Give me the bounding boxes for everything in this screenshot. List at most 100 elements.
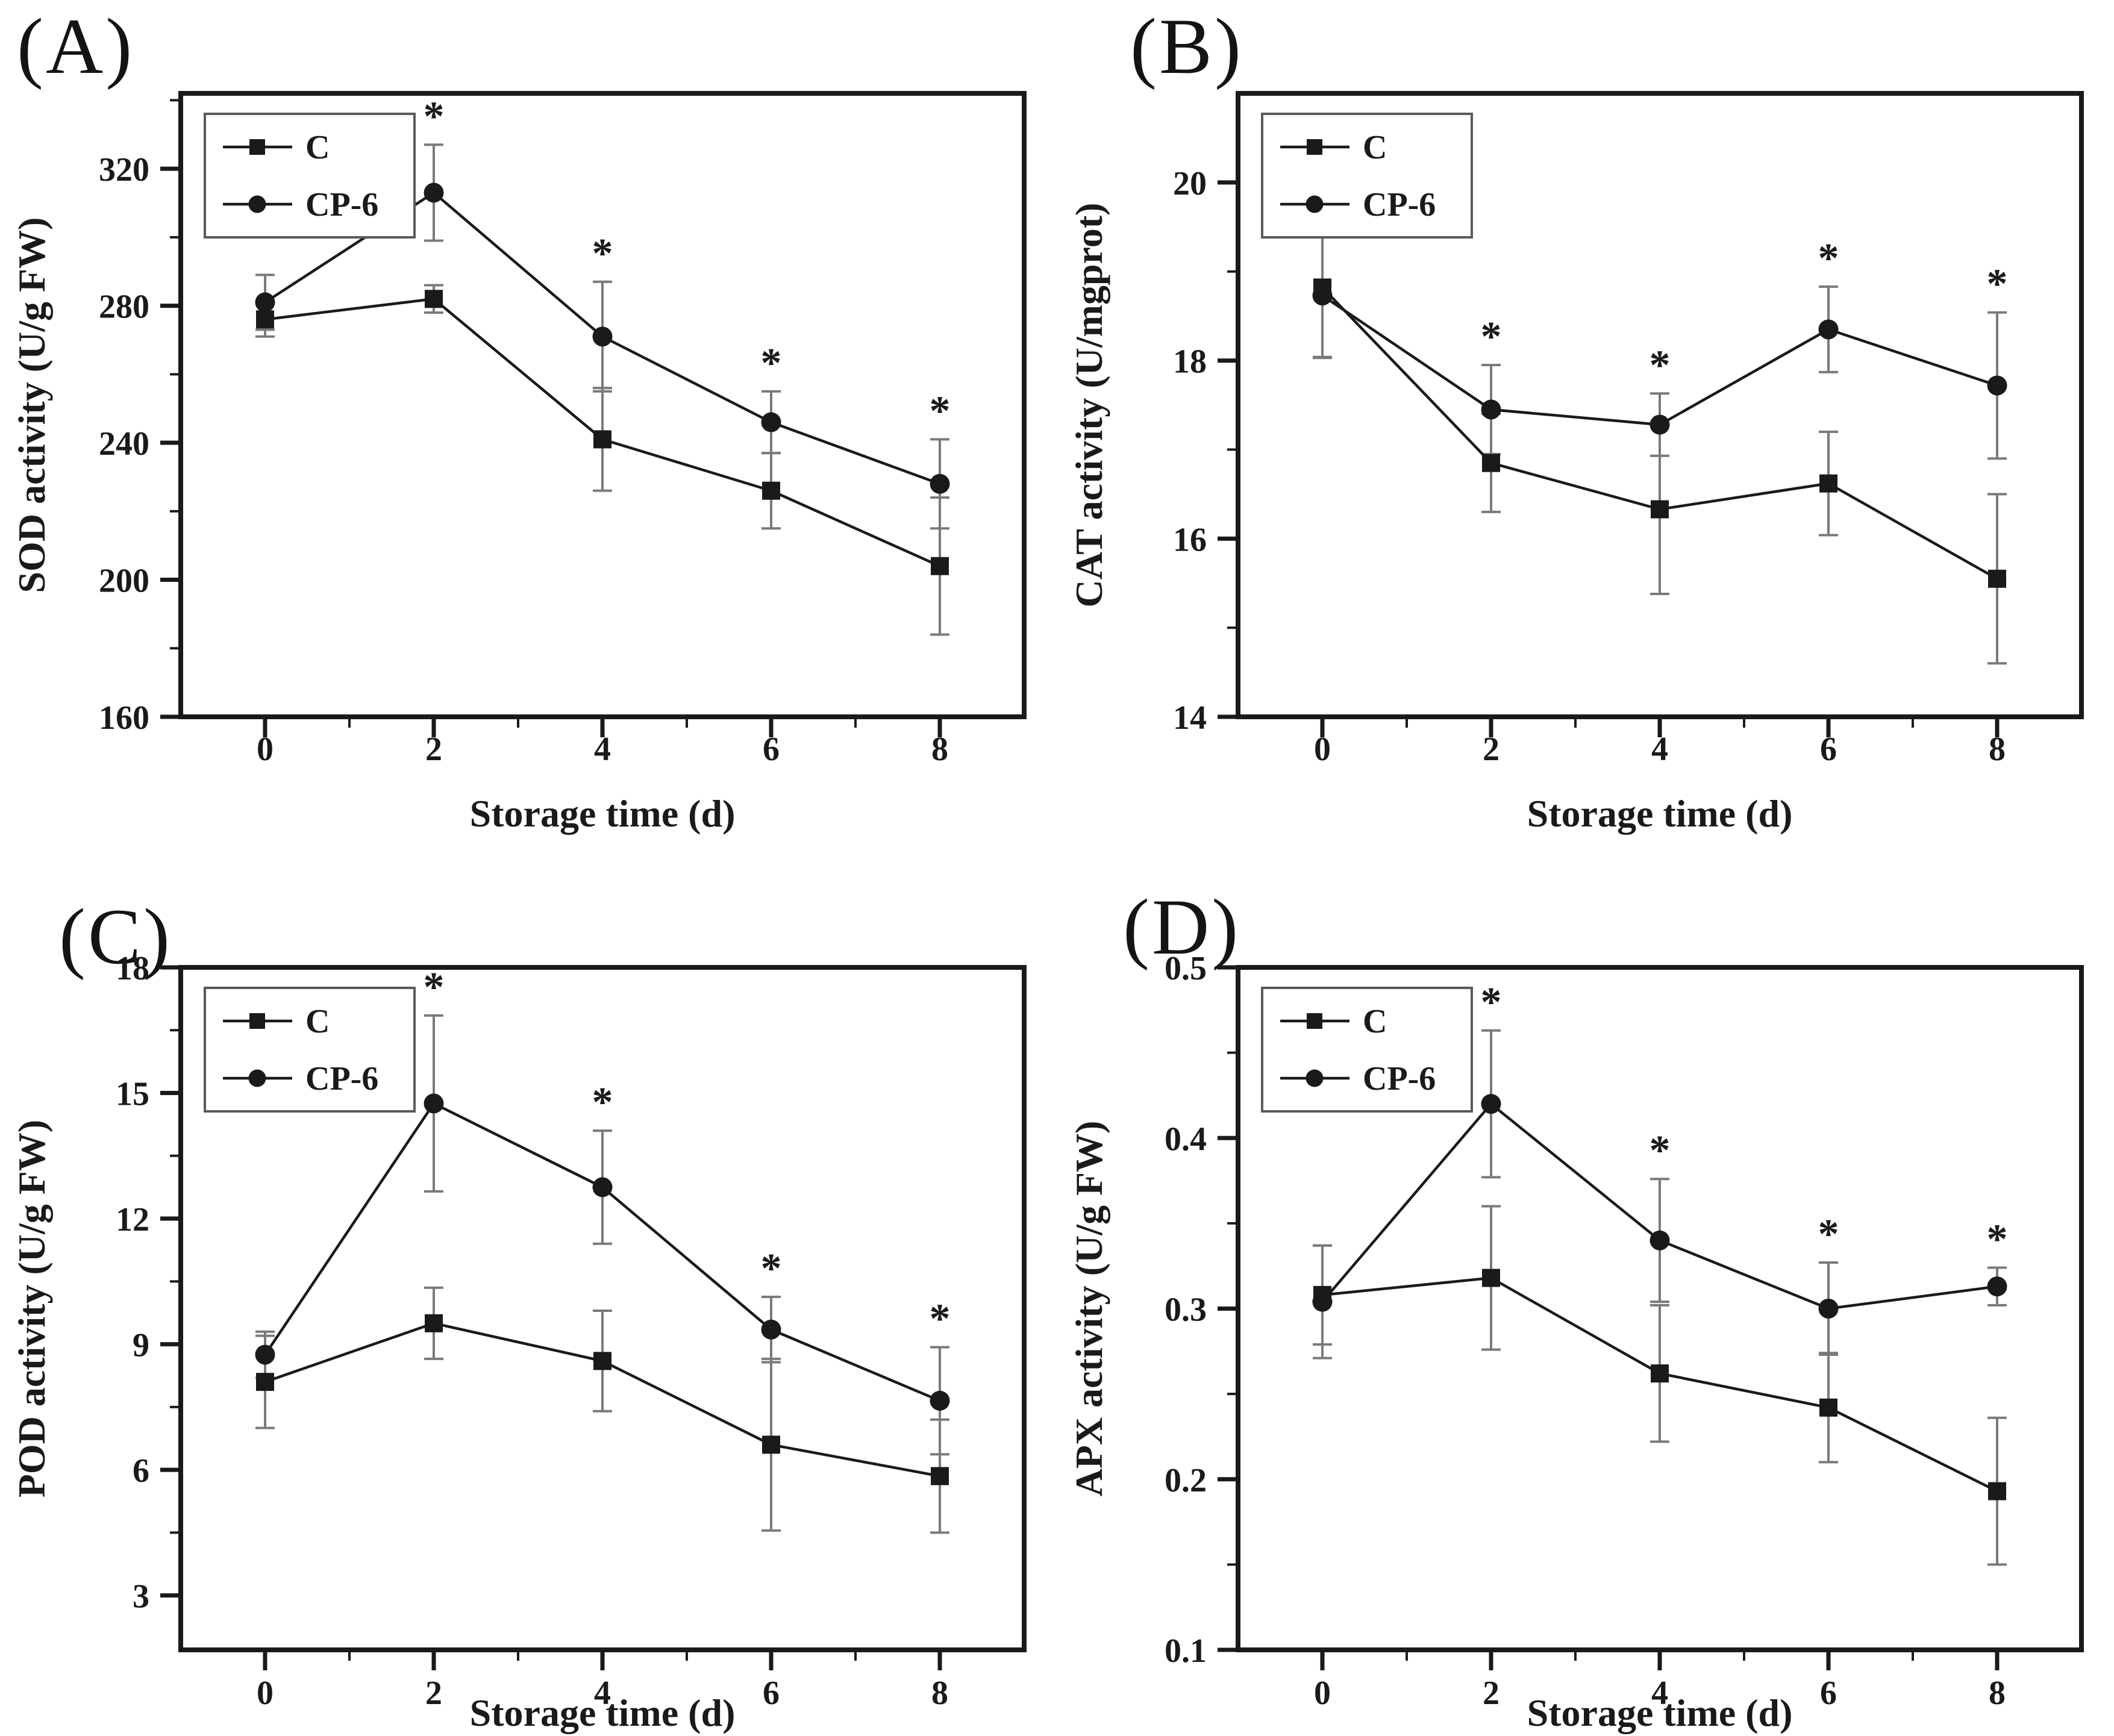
x-tick-label: 2 — [1483, 731, 1500, 768]
plot-frame — [178, 965, 1027, 1652]
x-tick-label: 4 — [1651, 731, 1668, 768]
legend-label: C — [305, 1003, 330, 1040]
y-tick-label: 280 — [99, 289, 149, 326]
y-tick-label: 320 — [99, 151, 149, 189]
x-tick-label: 0 — [1314, 731, 1331, 768]
square-marker — [593, 430, 611, 449]
circle-marker — [1987, 375, 2007, 396]
significance-markers: * * * * — [424, 964, 951, 1343]
series-CP-6 — [1312, 1094, 2007, 1319]
y-axis-title: SOD activity (U/g FW) — [10, 217, 53, 593]
significance-markers: * * * * — [424, 93, 951, 434]
significance-asterisk: * — [1481, 314, 1502, 360]
y-axis-title: POD activity (U/g FW) — [10, 1120, 53, 1497]
y-tick-label: 9 — [133, 1327, 149, 1364]
y-tick-label: 3 — [133, 1578, 149, 1616]
y-tick-label: 200 — [99, 563, 149, 600]
sod-activity-chart: 160 200 240 280 320 0 2 4 6 8 Storage time (d) SOD … — [10, 91, 1027, 835]
y-tick-label: 160 — [99, 699, 149, 737]
x-tick-label: 6 — [763, 731, 780, 768]
x-tick-label: 2 — [1483, 1675, 1500, 1712]
series-C — [256, 1314, 949, 1485]
square-marker — [1988, 1482, 2006, 1500]
y-axis-title: APX activity (U/g FW) — [1068, 1121, 1110, 1497]
legend-box — [204, 987, 416, 1113]
circle-marker — [1818, 319, 1839, 340]
circle-marker — [1650, 1230, 1670, 1250]
legend-label: C — [305, 129, 330, 166]
legend-circle-marker — [248, 195, 266, 213]
y-tick-label: 15 — [116, 1076, 149, 1113]
y-tick-label: 14 — [1173, 699, 1207, 737]
square-marker — [425, 1314, 443, 1332]
x-tick-label: 6 — [1820, 731, 1837, 768]
x-tick-label: 2 — [425, 731, 442, 768]
significance-asterisk: * — [930, 388, 951, 434]
legend-box — [1261, 113, 1473, 239]
x-axis-title: Storage time (d) — [470, 792, 736, 835]
significance-asterisk: * — [592, 231, 613, 277]
circle-marker — [1312, 286, 1333, 306]
significance-asterisk: * — [1650, 342, 1671, 389]
axes: 3 6 9 12 15 18 0 2 4 6 8 — [116, 950, 948, 1712]
circle-marker — [761, 1319, 781, 1340]
square-marker — [256, 310, 274, 329]
y-axis-title: CAT activity (U/mgprot) — [1068, 203, 1110, 608]
y-tick-label: 0.1 — [1165, 1632, 1207, 1670]
significance-asterisk: * — [1818, 236, 1839, 282]
x-tick-label: 4 — [1651, 1675, 1668, 1712]
circle-marker — [930, 473, 950, 494]
cat-activity-chart: 14 16 18 20 0 2 4 6 8 Storage time (d) CAT activit… — [1068, 91, 2084, 835]
legend-label: C — [1363, 129, 1387, 166]
legend-label: CP-6 — [1363, 186, 1436, 223]
error-bars — [1313, 217, 2007, 665]
square-marker — [593, 1352, 611, 1370]
significance-asterisk: * — [1650, 1128, 1671, 1174]
legend-label: CP-6 — [1363, 1060, 1436, 1097]
square-marker — [1482, 454, 1500, 472]
legend: C CP-6 — [204, 113, 416, 239]
circle-marker — [930, 1390, 950, 1411]
x-tick-label: 8 — [931, 731, 948, 768]
y-tick-label: 20 — [1173, 165, 1207, 202]
significance-asterisk: * — [592, 1079, 613, 1126]
square-marker — [1651, 500, 1669, 519]
square-marker — [762, 1435, 780, 1454]
significance-asterisk: * — [761, 340, 782, 387]
circle-marker — [1312, 1291, 1333, 1312]
circle-marker — [255, 292, 275, 313]
legend-square-marker — [249, 1013, 265, 1029]
square-marker — [1819, 1398, 1837, 1417]
x-tick-label: 8 — [931, 1675, 948, 1712]
legend-circle-marker — [1306, 195, 1324, 213]
legend-box — [204, 113, 416, 239]
y-tick-label: 0.3 — [1165, 1291, 1207, 1329]
panel-d-letter: (D) — [1123, 882, 1241, 971]
circle-marker — [592, 1177, 613, 1197]
square-marker — [1482, 1269, 1500, 1287]
x-tick-label: 0 — [1314, 1675, 1331, 1712]
significance-asterisk: * — [1987, 261, 2008, 308]
square-marker — [762, 481, 780, 500]
apx-activity-chart: 0.1 0.2 0.3 0.4 0.5 0 2 4 6 8 Storage time (d) APX … — [1068, 950, 2084, 1734]
circle-marker — [1987, 1276, 2007, 1297]
legend: C CP-6 — [204, 987, 416, 1113]
significance-markers: * * * * — [1481, 979, 2008, 1263]
y-tick-label: 240 — [99, 425, 149, 463]
square-marker — [1819, 474, 1837, 493]
circle-marker — [424, 183, 444, 203]
square-marker — [931, 557, 949, 575]
circle-marker — [424, 1093, 444, 1114]
panel-a-letter: (A) — [17, 2, 135, 90]
x-tick-label: 8 — [1989, 731, 2006, 768]
square-marker — [931, 1467, 949, 1485]
x-tick-label: 6 — [1820, 1675, 1837, 1712]
circle-marker — [1481, 399, 1501, 420]
x-tick-label: 2 — [425, 1675, 442, 1712]
legend-label: CP-6 — [305, 186, 378, 223]
x-tick-label: 8 — [1989, 1675, 2006, 1712]
y-tick-label: 18 — [1173, 343, 1207, 381]
significance-asterisk: * — [1818, 1211, 1839, 1258]
circle-marker — [1481, 1094, 1501, 1114]
